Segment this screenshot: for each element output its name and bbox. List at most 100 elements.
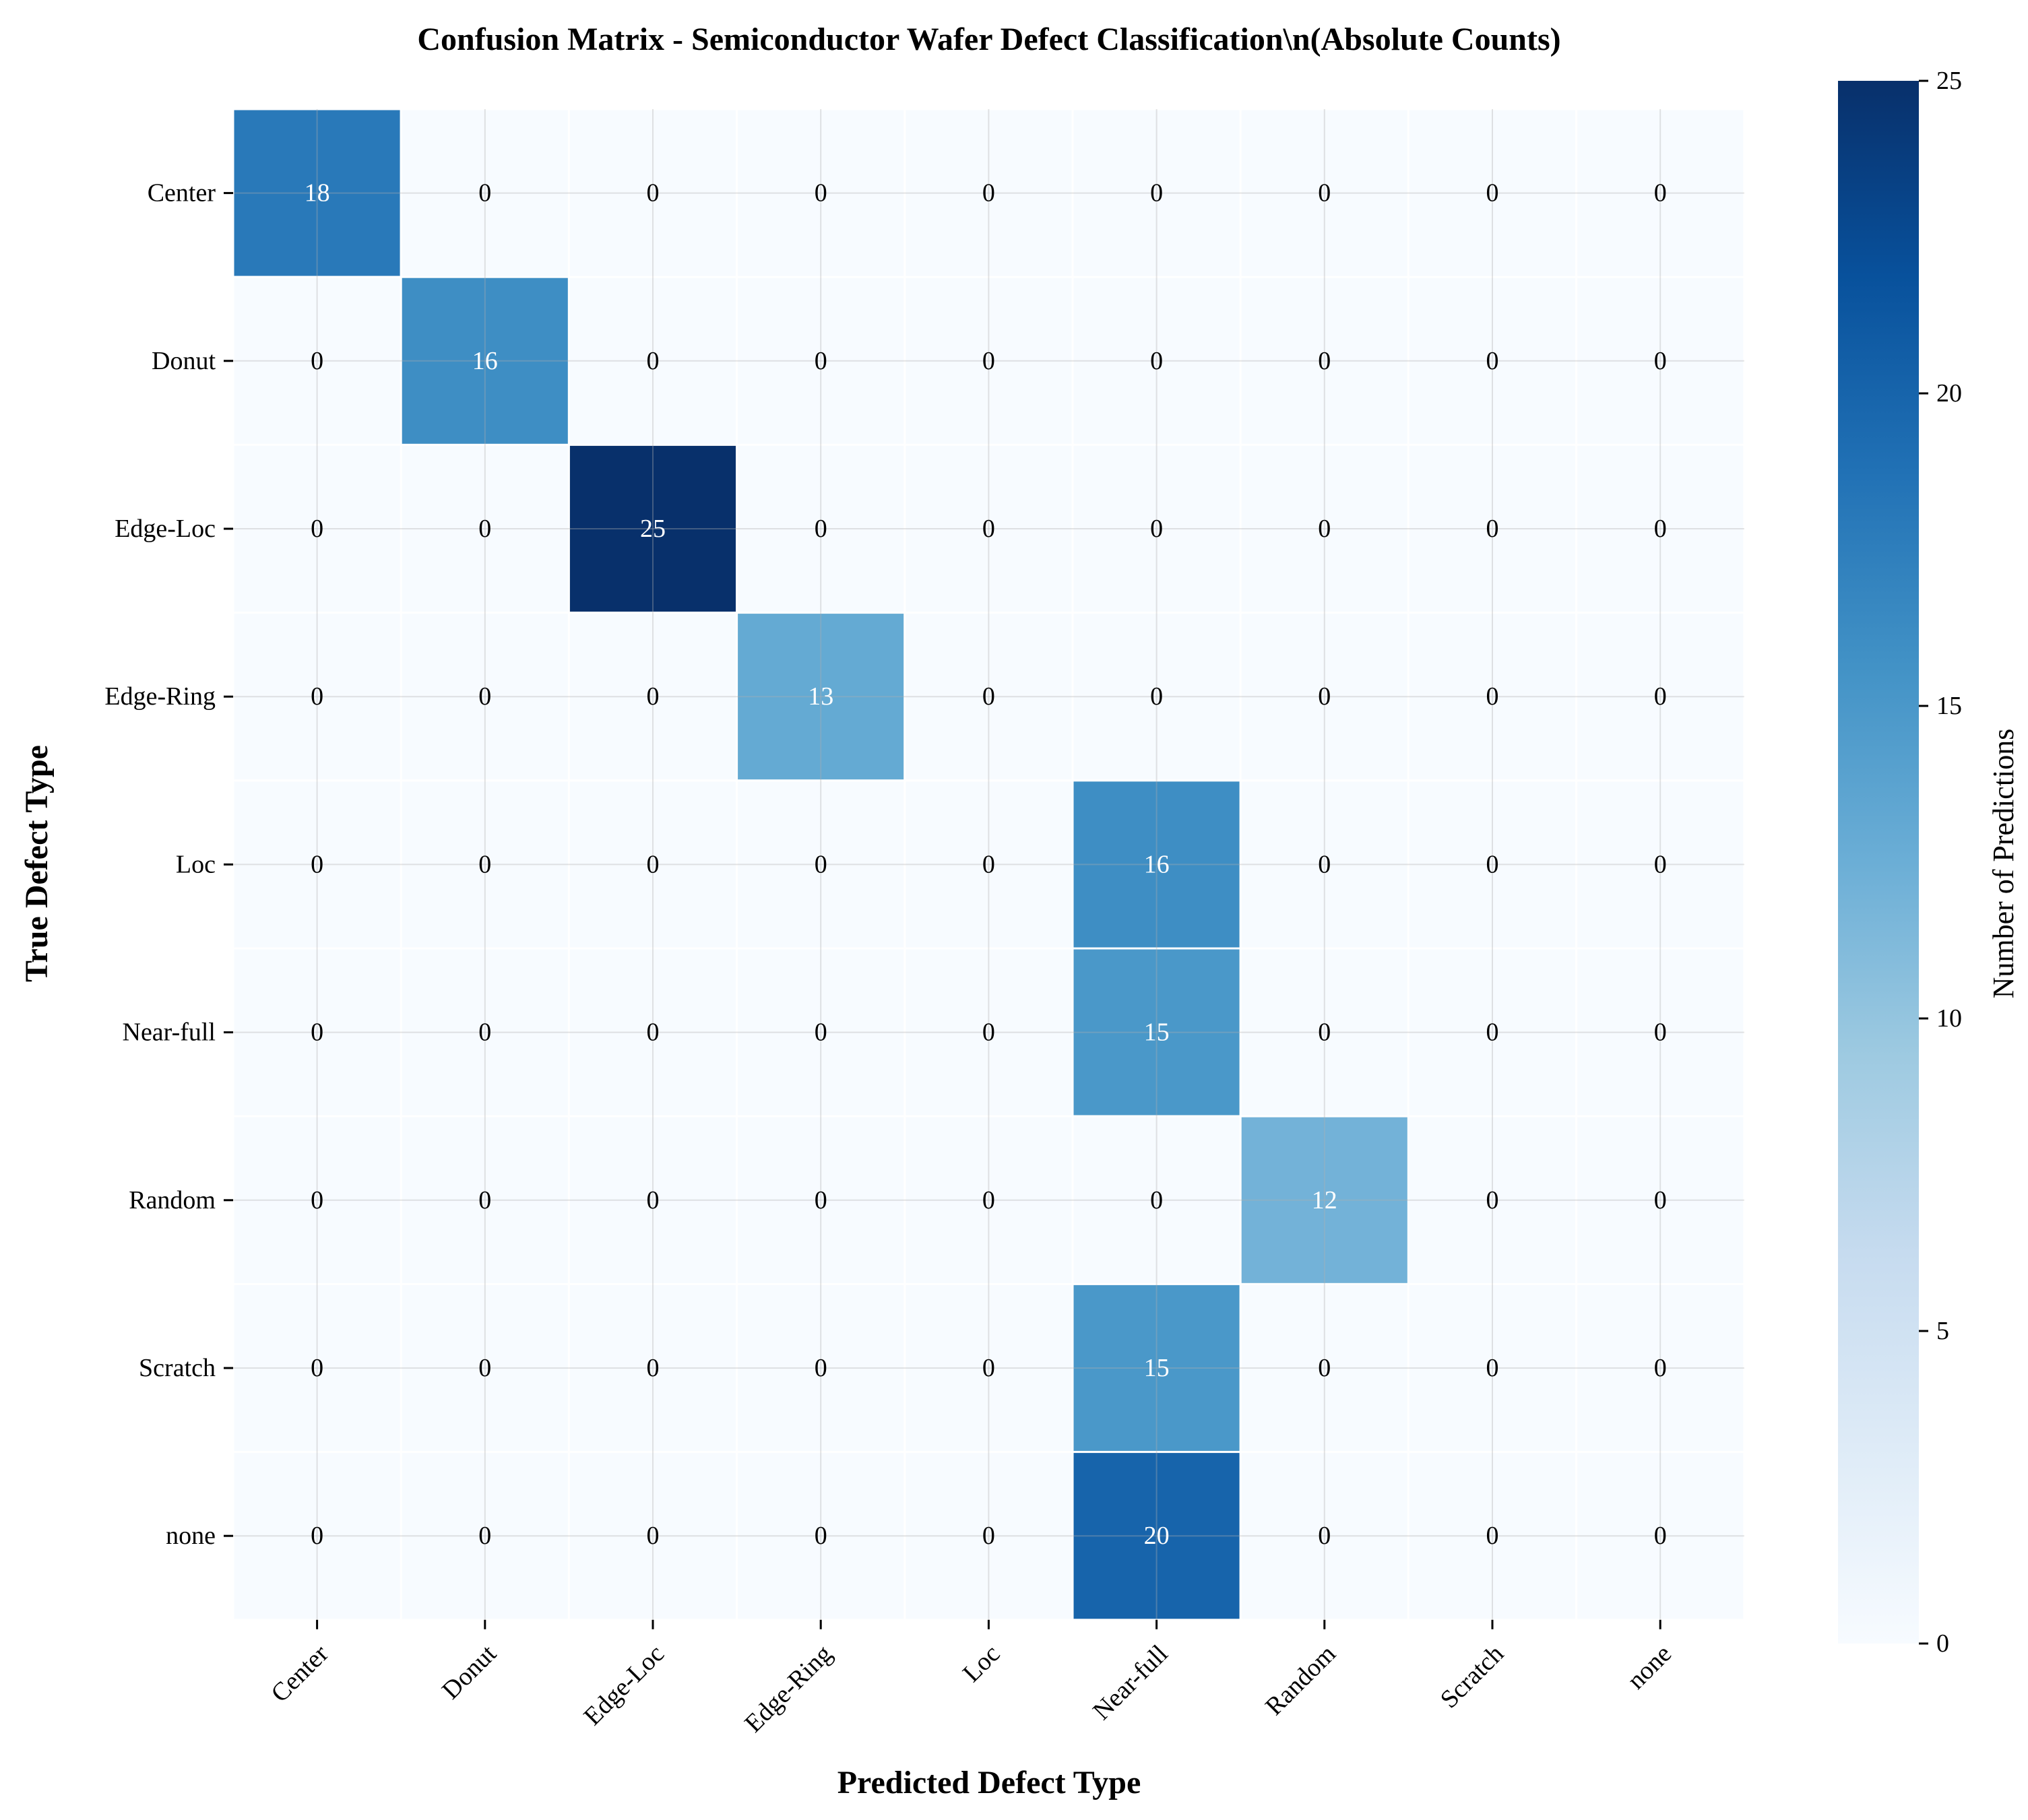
cell-value-label: 0: [1486, 682, 1499, 711]
cell-value-label: 0: [1150, 347, 1163, 375]
heatmap-cell: [232, 947, 402, 1117]
cell-value-label: 0: [647, 850, 660, 878]
heatmap-cell: [1239, 275, 1409, 446]
heatmap-cell: [1407, 612, 1578, 782]
cell-value-label: 0: [815, 850, 827, 878]
cell-value-label: 25: [640, 515, 666, 543]
heatmap-cell: [1575, 1451, 1746, 1621]
heatmap-cell: [1407, 108, 1578, 278]
cell-value-label: 0: [647, 682, 660, 711]
cell-value-label: 0: [982, 682, 995, 711]
cell-value-label: 0: [1486, 347, 1499, 375]
heatmap-cell: [400, 108, 570, 278]
cell-value-label: 0: [982, 515, 995, 543]
cell-value-label: 0: [1654, 682, 1667, 711]
colorbar-tick-label: 20: [1936, 379, 1962, 408]
heatmap-cell: [400, 612, 570, 782]
heatmap-cell: [567, 275, 738, 446]
heatmap-cell: [1407, 1451, 1578, 1621]
cell-value-label: 0: [647, 347, 660, 375]
cell-value-label: 0: [1654, 515, 1667, 543]
cell-value-label: 12: [1312, 1186, 1337, 1214]
cell-value-label: 0: [647, 1018, 660, 1047]
heatmap-cell: [1575, 443, 1746, 614]
cell-value-label: 0: [982, 1186, 995, 1214]
cell-value-label: 0: [1150, 1186, 1163, 1214]
cell-value-label: 0: [1654, 179, 1667, 207]
colorbar: 0 5 10 15 20 25: [1838, 67, 1962, 1658]
cell-value-label: 0: [311, 1018, 323, 1047]
heatmap-cell: [400, 443, 570, 614]
heatmap-cell: [1239, 1451, 1409, 1621]
cell-value-label: 0: [1486, 1354, 1499, 1382]
cell-value-label: 0: [1318, 515, 1331, 543]
heatmap-cell: [567, 947, 738, 1117]
cell-value-label: 0: [478, 515, 491, 543]
y-tick-label: Center: [148, 179, 216, 207]
cell-value-label: 16: [472, 347, 498, 375]
heatmap-cell: [1407, 443, 1578, 614]
cell-value-label: 0: [311, 682, 323, 711]
heatmap-cell: [1071, 1115, 1242, 1285]
heatmap-cell: [736, 1451, 906, 1621]
y-tick-label: Random: [129, 1186, 216, 1214]
cell-value-label: 0: [1150, 515, 1163, 543]
heatmap-cell: [1071, 779, 1242, 950]
cell-value-label: 0: [1486, 1522, 1499, 1550]
cell-value-label: 0: [647, 179, 660, 207]
cell-value-label: 15: [1144, 1018, 1170, 1047]
heatmap-cell: [232, 443, 402, 614]
cell-value-label: 0: [311, 347, 323, 375]
heatmap-cell: [904, 275, 1074, 446]
y-tick-label: Scratch: [139, 1354, 216, 1382]
cell-value-label: 0: [982, 1522, 995, 1550]
x-axis-title: Predicted Defect Type: [837, 1765, 1141, 1800]
colorbar-gradient: [1838, 81, 1919, 1644]
cell-value-label: 20: [1144, 1522, 1170, 1550]
cell-value-label: 0: [647, 1354, 660, 1382]
heatmap-cell: [232, 1282, 402, 1454]
colorbar-tick-label: 25: [1936, 67, 1962, 95]
heatmap-cell: [567, 108, 738, 278]
y-tick-label: Donut: [152, 347, 216, 375]
cell-value-label: 0: [1654, 1354, 1667, 1382]
heatmap-cell: [1407, 1115, 1578, 1285]
y-axis-title: True Defect Type: [19, 745, 55, 982]
heatmap-cell: [1575, 1115, 1746, 1285]
cell-value-label: 0: [982, 1018, 995, 1047]
cell-value-label: 0: [311, 850, 323, 878]
cell-value-label: 0: [478, 1186, 491, 1214]
cell-value-label: 0: [1654, 347, 1667, 375]
cell-value-label: 0: [478, 1522, 491, 1550]
cell-value-label: 0: [815, 347, 827, 375]
cell-value-label: 0: [647, 1522, 660, 1550]
cell-value-label: 0: [311, 515, 323, 543]
cell-value-label: 0: [815, 1354, 827, 1382]
heatmap-cell: [232, 1115, 402, 1285]
cell-value-label: 0: [982, 1354, 995, 1382]
heatmap-cell: [1071, 1451, 1242, 1621]
cell-value-label: 16: [1144, 850, 1170, 878]
y-tick-label: Near-full: [123, 1018, 216, 1047]
cell-value-label: 0: [1318, 347, 1331, 375]
cell-value-label: 0: [1318, 682, 1331, 711]
heatmap-cell: [904, 1115, 1074, 1285]
cell-value-label: 0: [478, 179, 491, 207]
heatmap-cell: [736, 612, 906, 782]
cell-value-label: 0: [815, 515, 827, 543]
heatmap-cell: [1071, 947, 1242, 1117]
y-tick-label: Edge-Ring: [104, 682, 216, 711]
cell-value-labels: 18 0 0 0 0 0 0 0 0 0 16 0 0 0 0 0 0 0 0 0 25 0 0 0 0 0 0 0 0 0 13 0 0 0 0 0…: [305, 179, 1667, 1551]
colorbar-title: Number of Predictions: [1987, 729, 2020, 999]
chart-title: Confusion Matrix - Semiconductor Wafer D…: [417, 22, 1560, 57]
heatmap-cell: [1071, 275, 1242, 446]
colorbar-tick-label: 10: [1936, 1004, 1962, 1033]
heatmap-cell: [567, 443, 738, 614]
cell-value-label: 0: [815, 1186, 827, 1214]
heatmap-cell: [1575, 108, 1746, 278]
cell-value-label: 0: [815, 1018, 827, 1047]
heatmap-cell: [1239, 947, 1409, 1117]
cell-value-label: 0: [1654, 1186, 1667, 1214]
cell-value-label: 0: [1654, 850, 1667, 878]
